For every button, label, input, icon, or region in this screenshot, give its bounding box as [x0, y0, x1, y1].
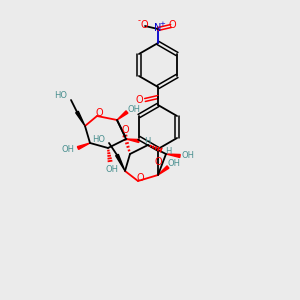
Text: HO: HO: [92, 134, 106, 143]
Polygon shape: [158, 166, 169, 175]
Text: O: O: [95, 108, 103, 118]
Text: N: N: [154, 23, 162, 33]
Text: OH: OH: [61, 146, 74, 154]
Text: OH: OH: [106, 166, 118, 175]
Text: OH: OH: [167, 160, 181, 169]
Polygon shape: [77, 143, 90, 149]
Text: O: O: [136, 173, 144, 183]
Text: O: O: [121, 125, 129, 135]
Polygon shape: [166, 154, 180, 158]
Polygon shape: [76, 111, 85, 126]
Text: O: O: [154, 157, 162, 167]
Text: O: O: [140, 20, 148, 30]
Text: OH: OH: [128, 106, 140, 115]
Text: HO: HO: [55, 92, 68, 100]
Text: O: O: [135, 95, 143, 105]
Text: H: H: [165, 148, 171, 157]
Polygon shape: [117, 111, 128, 120]
Polygon shape: [116, 154, 125, 171]
Text: -: -: [137, 16, 140, 26]
Polygon shape: [126, 139, 139, 142]
Text: O: O: [168, 20, 176, 30]
Text: H: H: [144, 137, 150, 146]
Text: +: +: [159, 21, 165, 27]
Text: OH: OH: [182, 152, 194, 160]
